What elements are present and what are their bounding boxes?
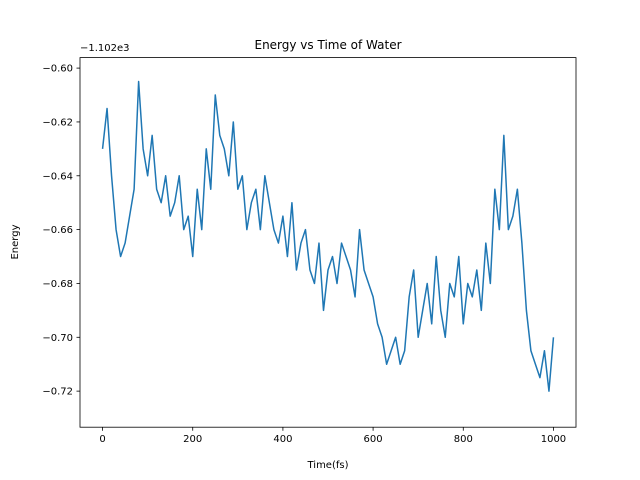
line (101, 80, 555, 392)
plot-frame (79, 57, 577, 428)
y-tick-label: −0.62 (42, 117, 73, 128)
x-axis-label: Time(fs) (306, 460, 348, 471)
y-tick-label: −0.66 (42, 225, 73, 236)
x-tick-label: 0 (99, 434, 105, 445)
y-tick-label: −0.72 (42, 387, 73, 398)
y-tick-label: −0.64 (42, 171, 73, 182)
y-axis-label: Energy (10, 224, 21, 259)
x-tick-label: 800 (454, 434, 473, 445)
x-tick-label: 600 (364, 434, 383, 445)
y-tick-label: −0.68 (42, 279, 73, 290)
x-tick-label: 1000 (541, 434, 566, 445)
y-tick-label: −0.60 (42, 64, 73, 75)
x-tick-label: 400 (273, 434, 292, 445)
chart-title: Energy vs Time of Water (254, 38, 401, 52)
y-offset: −1.102e3 (80, 43, 130, 54)
y-tick-label: −0.70 (42, 333, 73, 344)
x-tick-label: 200 (183, 434, 202, 445)
